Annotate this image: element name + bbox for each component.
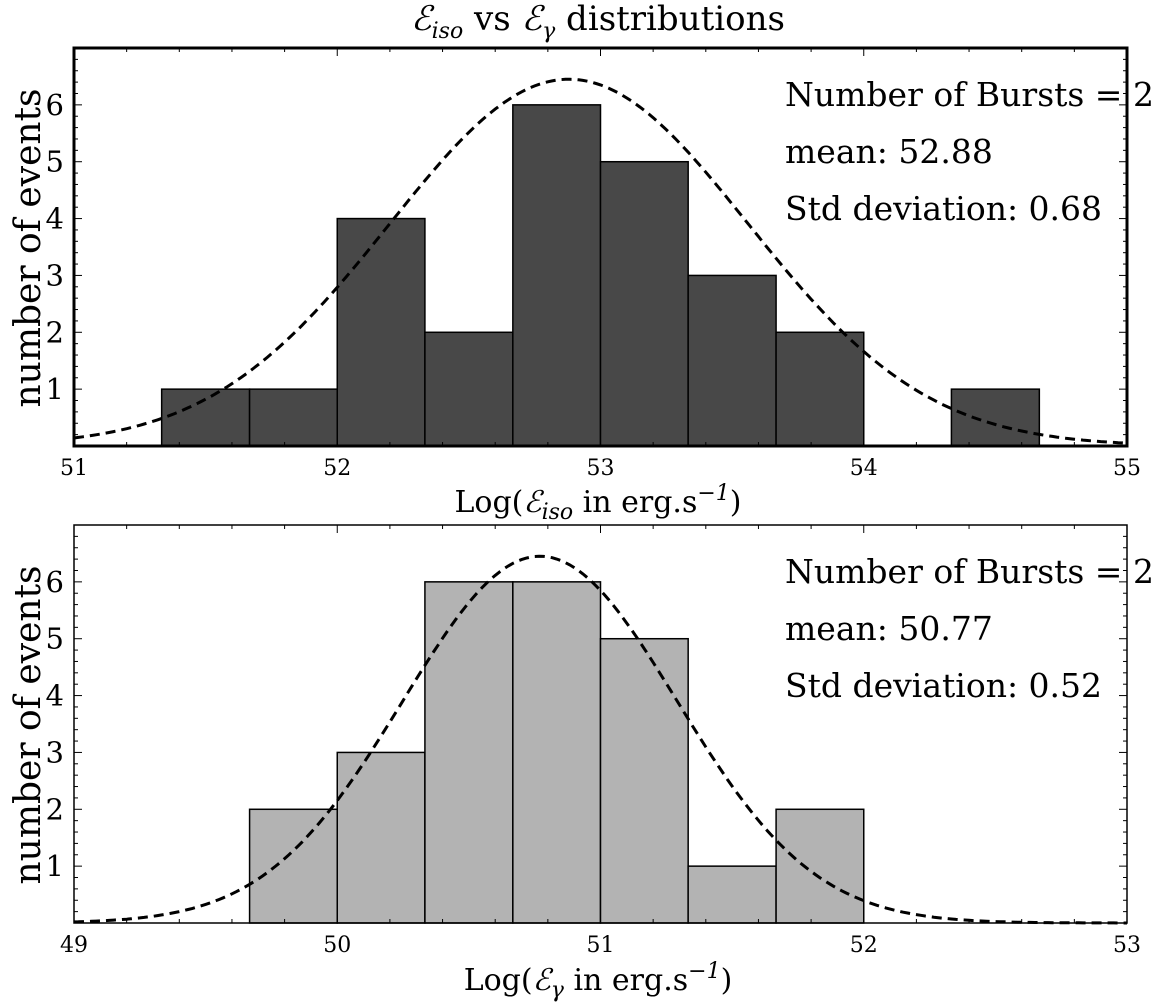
y-tick-labels: 1 2 3 4 5 6 [46, 565, 64, 883]
histogram-bars [160, 104, 1041, 447]
histogram-bar [687, 865, 777, 924]
histogram-bar [336, 751, 426, 924]
x-tick-label: 51 [587, 933, 615, 958]
y-tick-label: 1 [46, 849, 64, 883]
x-axis-label: Log(ℰiso in erg.s−1) [454, 481, 741, 525]
x-tick-label: 50 [323, 933, 351, 958]
histogram-bar [599, 160, 689, 447]
y-tick-label: 2 [46, 792, 64, 826]
x-tick-label: 49 [60, 933, 88, 958]
x-axis-label: Log(ℰγ in erg.s−1) [464, 959, 733, 1003]
histogram-bar [424, 581, 514, 924]
gaussian-fit-line [73, 554, 1127, 925]
plot-frame [73, 524, 1128, 924]
annotation-burst-count: Number of Bursts = 25 [785, 75, 1155, 114]
annotation-std: Std deviation: 0.52 [785, 666, 1102, 705]
histogram-bar [160, 388, 251, 447]
y-tick-label: 5 [46, 145, 64, 179]
gaussian-fit-line [73, 77, 1128, 445]
histogram-bar [248, 388, 338, 447]
y-tick-label: 4 [46, 679, 64, 713]
y-tick-label: 1 [46, 372, 64, 406]
y-axis-label: number of events [8, 565, 49, 884]
x-tick-label: 53 [1113, 933, 1141, 958]
histogram-bars [248, 581, 865, 924]
histogram-bar [775, 331, 865, 447]
annotation-burst-count: Number of Bursts = 25 [785, 552, 1155, 591]
x-tick-label: 55 [1113, 456, 1141, 481]
annotation-mean: mean: 52.88 [785, 132, 993, 171]
y-tick-label: 2 [46, 315, 64, 349]
x-tick-labels: 49 50 51 52 53 [60, 933, 1141, 958]
y-axis-label: number of events [8, 88, 49, 407]
histogram-bar [512, 104, 602, 447]
y-tick-label: 6 [46, 565, 64, 599]
histogram-bar [950, 388, 1041, 447]
histogram-bar [424, 331, 514, 447]
x-tick-label: 54 [850, 456, 878, 481]
histogram-bar [336, 217, 426, 447]
y-tick-label: 5 [46, 622, 64, 656]
histogram-bar [599, 637, 689, 924]
plot-frame [72, 46, 1129, 448]
y-tick-labels: 1 2 3 4 5 6 [46, 88, 64, 406]
y-tick-label: 3 [46, 258, 64, 292]
annotation-mean: mean: 50.77 [785, 609, 993, 648]
annotation-std: Std deviation: 0.68 [785, 189, 1102, 228]
chart-title: ℰiso vs ℰγ distributions [411, 0, 785, 44]
x-tick-label: 52 [850, 933, 878, 958]
y-tick-label: 3 [46, 735, 64, 769]
x-tick-label: 53 [587, 456, 615, 481]
x-tick-label: 52 [323, 456, 351, 481]
histogram-bar [512, 581, 602, 924]
y-tick-label: 4 [46, 202, 64, 236]
histogram-bar [775, 808, 865, 924]
histogram-bar [687, 274, 777, 447]
x-tick-label: 51 [60, 456, 88, 481]
x-tick-labels: 51 52 53 54 55 [60, 456, 1141, 481]
y-tick-label: 6 [46, 88, 64, 122]
histogram-bar [248, 808, 338, 924]
